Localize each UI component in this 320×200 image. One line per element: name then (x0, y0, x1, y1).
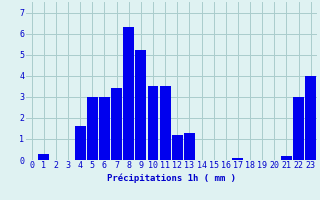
Bar (87, 97, 98, 160)
Bar (305, 76, 316, 160)
Bar (281, 156, 292, 160)
Bar (111, 88, 122, 160)
Bar (160, 86, 171, 160)
Bar (38, 154, 49, 160)
Bar (135, 50, 146, 160)
Bar (184, 133, 195, 160)
Bar (75, 126, 86, 160)
Bar (232, 158, 244, 160)
Bar (172, 135, 183, 160)
Bar (148, 86, 158, 160)
Bar (293, 97, 304, 160)
Bar (123, 27, 134, 160)
X-axis label: Précipitations 1h ( mm ): Précipitations 1h ( mm ) (107, 173, 236, 183)
Bar (99, 97, 110, 160)
